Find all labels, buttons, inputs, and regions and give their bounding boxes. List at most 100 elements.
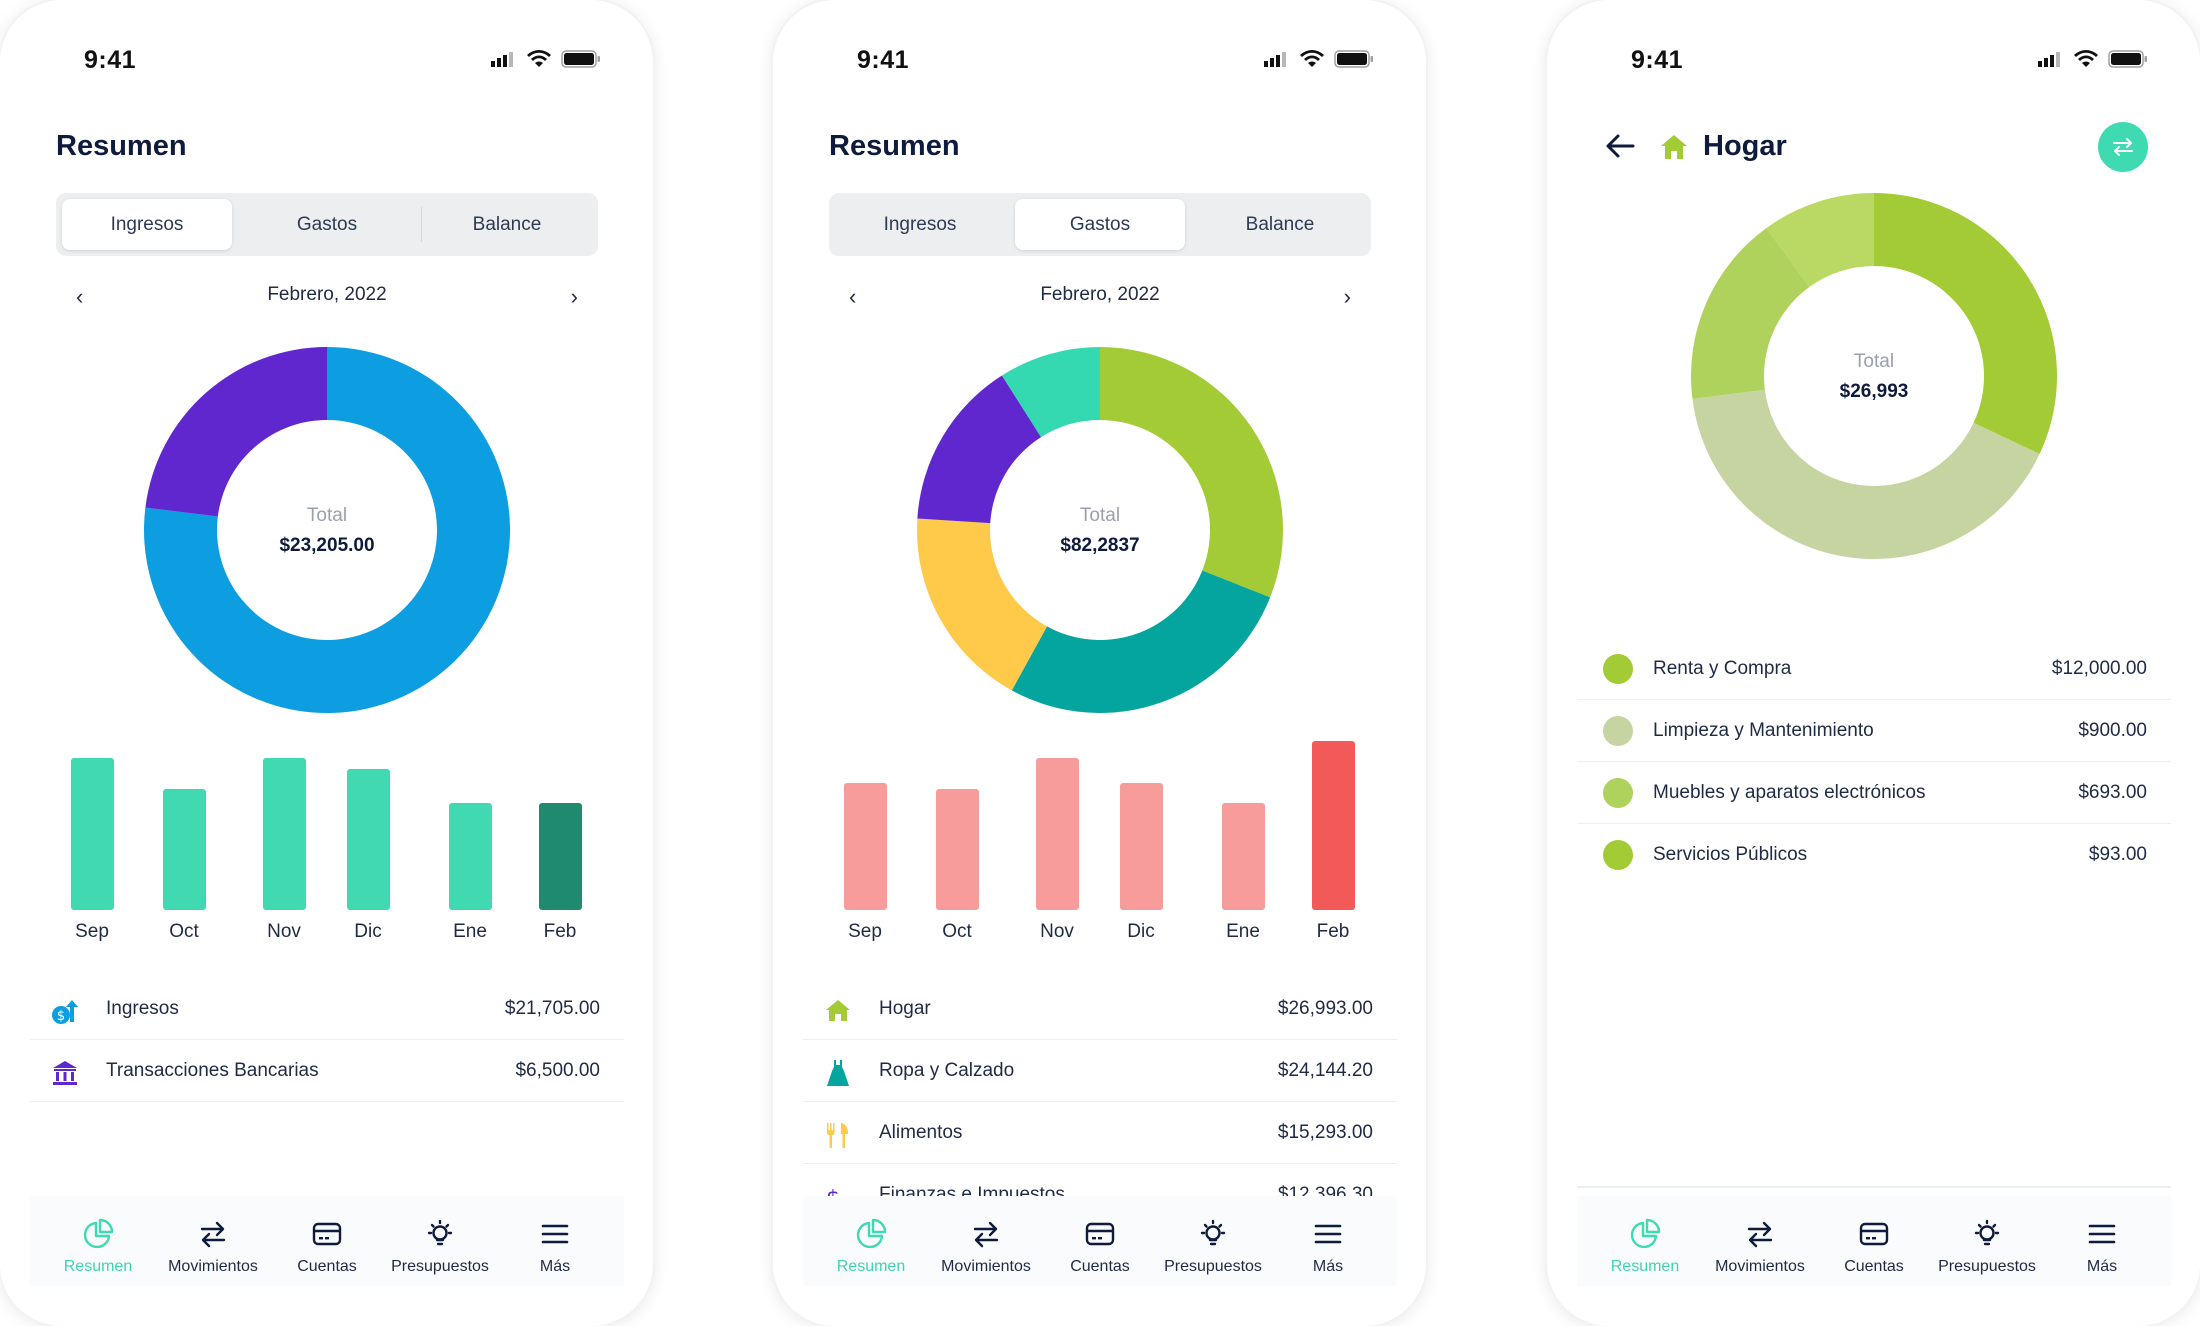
back-arrow-icon[interactable] <box>1603 128 1639 164</box>
bar[interactable] <box>71 758 114 910</box>
list-item[interactable]: $ Ingresos $21,705.00 <box>30 978 624 1040</box>
donut-slice[interactable] <box>917 518 1048 691</box>
nav-movimientos[interactable]: Movimientos <box>1705 1216 1815 1276</box>
card-icon <box>1859 1222 1889 1246</box>
nav-presupuestos[interactable]: Presupuestos <box>385 1216 495 1276</box>
segmented-control: Ingresos Gastos Balance <box>56 193 598 256</box>
nav-presupuestos[interactable]: Presupuestos <box>1932 1216 2042 1276</box>
color-dot <box>1603 778 1633 808</box>
donut-slice[interactable] <box>1874 193 2057 454</box>
item-amount: $26,993.00 <box>1277 998 1373 1019</box>
nav-resumen[interactable]: Resumen <box>816 1216 926 1276</box>
item-amount: $6,500.00 <box>515 1060 600 1081</box>
list-item[interactable]: Hogar $26,993.00 <box>803 978 1397 1040</box>
list-item[interactable]: Alimentos $15,293.00 <box>803 1102 1397 1164</box>
total-value: $26,993 <box>1839 381 1909 402</box>
nav-más[interactable]: Más <box>2047 1216 2157 1276</box>
bottom-nav: Resumen Movimientos Cuentas Presupuestos Más <box>30 1196 624 1286</box>
donut-slice[interactable] <box>1100 347 1283 598</box>
nav-label: Presupuestos <box>1164 1258 1262 1275</box>
wifi-icon <box>1300 50 1324 67</box>
donut-slice[interactable] <box>145 347 327 517</box>
income-icon: $ <box>50 996 80 1026</box>
total-label: Total <box>1079 505 1121 526</box>
bar[interactable] <box>263 758 306 910</box>
nav-movimientos[interactable]: Movimientos <box>931 1216 1041 1276</box>
month-label: Febrero, 2022 <box>1040 284 1160 305</box>
list-item[interactable]: Ropa y Calzado $24,144.20 <box>803 1040 1397 1102</box>
donut-slice[interactable] <box>1011 570 1271 713</box>
donut-slice[interactable] <box>917 375 1042 524</box>
list-item[interactable]: Renta y Compra $12,000.00 <box>1577 638 2171 700</box>
battery-icon <box>561 50 600 68</box>
battery-icon <box>1334 50 1373 68</box>
bar[interactable] <box>539 803 582 910</box>
item-name: Transacciones Bancarias <box>106 1060 319 1081</box>
bar[interactable] <box>1036 758 1079 910</box>
donut-chart[interactable] <box>144 347 510 713</box>
item-amount: $12,396.30 <box>1277 1184 1373 1196</box>
nav-label: Movimientos <box>1715 1258 1805 1275</box>
tab-gastos[interactable]: Gastos <box>296 214 358 235</box>
bar[interactable] <box>1120 782 1163 910</box>
nav-resumen[interactable]: Resumen <box>1590 1216 1700 1276</box>
bar-label: Dic <box>354 921 382 942</box>
nav-presupuestos[interactable]: Presupuestos <box>1158 1216 1268 1276</box>
nav-label: Presupuestos <box>1938 1258 2036 1275</box>
donut-slice[interactable] <box>144 347 510 713</box>
swap-button[interactable] <box>2098 122 2148 172</box>
next-month-button[interactable]: › <box>1343 284 1351 309</box>
status-bar: 9:41 <box>773 0 1426 120</box>
tab-ingresos[interactable]: Ingresos <box>883 214 957 235</box>
donut-chart[interactable] <box>1691 193 2057 559</box>
nav-cuentas[interactable]: Cuentas <box>1045 1216 1155 1276</box>
total-value: $23,205.00 <box>279 535 375 556</box>
nav-cuentas[interactable]: Cuentas <box>1819 1216 1929 1276</box>
nav-label: Cuentas <box>297 1258 357 1275</box>
bar-label: Feb <box>543 921 577 942</box>
bar[interactable] <box>163 789 206 910</box>
signal-icon <box>491 52 513 67</box>
donut-slice[interactable] <box>1766 193 1874 288</box>
bar[interactable] <box>936 789 979 910</box>
transfer-icon <box>973 1221 999 1248</box>
donut-center: Total $82,2837 <box>1000 505 1200 557</box>
tab-gastos[interactable]: Gastos <box>1015 199 1185 250</box>
bar[interactable] <box>1312 741 1355 910</box>
bar[interactable] <box>1222 803 1265 910</box>
tab-ingresos[interactable]: Ingresos <box>62 199 232 250</box>
list-item[interactable]: Servicios Públicos $93.00 <box>1577 824 2171 886</box>
donut-center: Total $26,993 <box>1774 351 1974 403</box>
month-label: Febrero, 2022 <box>267 284 387 305</box>
tab-balance[interactable]: Balance <box>1245 214 1315 235</box>
nav-más[interactable]: Más <box>1273 1216 1383 1276</box>
next-month-button[interactable]: › <box>570 284 578 309</box>
nav-resumen[interactable]: Resumen <box>43 1216 153 1276</box>
bar-label: Ene <box>453 921 487 942</box>
list-item[interactable]: Limpieza y Mantenimiento $900.00 <box>1577 700 2171 762</box>
donut-slice[interactable] <box>1001 347 1100 438</box>
nav-movimientos[interactable]: Movimientos <box>158 1216 268 1276</box>
status-time: 9:41 <box>857 46 910 74</box>
item-name: Ropa y Calzado <box>879 1060 1015 1081</box>
list-item[interactable]: Transacciones Bancarias $6,500.00 <box>30 1040 624 1102</box>
list-item[interactable]: $ Finanzas e Impuestos $12,396.30 <box>803 1164 1397 1196</box>
status-time: 9:41 <box>1631 46 1684 74</box>
nav-cuentas[interactable]: Cuentas <box>272 1216 382 1276</box>
donut-slice[interactable] <box>1691 227 1810 399</box>
nav-más[interactable]: Más <box>500 1216 610 1276</box>
prev-month-button[interactable]: ‹ <box>76 284 84 309</box>
tab-balance[interactable]: Balance <box>472 214 542 235</box>
bar[interactable] <box>844 782 887 910</box>
donut-chart[interactable] <box>917 347 1283 713</box>
card-icon <box>312 1222 342 1246</box>
prev-month-button[interactable]: ‹ <box>849 284 857 309</box>
donut-slice[interactable] <box>1692 389 2040 559</box>
category-list: $ Ingresos $21,705.00 Transacciones Banc… <box>30 978 624 1102</box>
bottom-nav: Resumen Movimientos Cuentas Presupuestos Más <box>1577 1196 2171 1286</box>
list-item[interactable]: Muebles y aparatos electrónicos $693.00 <box>1577 762 2171 824</box>
subcategory-list: Renta y Compra $12,000.00 Limpieza y Man… <box>1577 638 2171 886</box>
nav-label: Movimientos <box>168 1258 258 1275</box>
bar[interactable] <box>347 768 390 910</box>
bar[interactable] <box>449 803 492 910</box>
